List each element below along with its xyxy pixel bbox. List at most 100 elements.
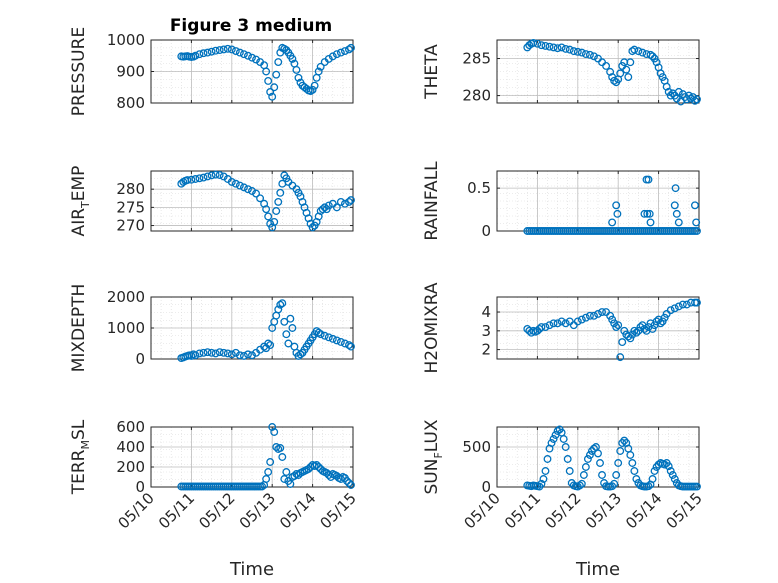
data-point bbox=[557, 43, 566, 52]
data-point bbox=[292, 65, 301, 74]
y-tick-label: 900 bbox=[116, 63, 145, 81]
data-point bbox=[294, 73, 303, 82]
data-point bbox=[626, 334, 635, 343]
data-point bbox=[342, 477, 351, 485]
data-point bbox=[264, 339, 273, 348]
data-point bbox=[670, 201, 679, 210]
data-point bbox=[674, 87, 683, 96]
data-point bbox=[577, 479, 586, 488]
data-point bbox=[632, 475, 641, 483]
data-point bbox=[606, 311, 615, 320]
data-point bbox=[270, 428, 279, 436]
data-point bbox=[314, 328, 323, 337]
data-point bbox=[282, 330, 291, 339]
data-point bbox=[549, 435, 558, 443]
y-axis-label-subscript: T bbox=[79, 201, 92, 209]
data-point bbox=[282, 468, 291, 476]
axes-box bbox=[496, 296, 700, 360]
data-point bbox=[569, 47, 578, 56]
tick-marks bbox=[150, 296, 354, 360]
data-point bbox=[537, 41, 546, 50]
y-tick-label: 0 bbox=[481, 478, 491, 496]
axes-5: 0 1000 2000 MIXDEPTH bbox=[69, 284, 355, 373]
data-point bbox=[223, 44, 232, 53]
data-point bbox=[239, 50, 248, 59]
data-point bbox=[215, 348, 224, 357]
data-point bbox=[666, 467, 675, 475]
data-point bbox=[545, 42, 554, 51]
y-tick-label: 285 bbox=[462, 50, 491, 68]
series-points bbox=[177, 170, 355, 232]
data-point bbox=[239, 183, 248, 192]
data-point bbox=[207, 171, 216, 180]
data-point bbox=[693, 298, 701, 307]
data-point bbox=[203, 48, 212, 57]
y-axis-label: RAINFALL bbox=[422, 161, 442, 241]
data-point bbox=[557, 317, 566, 326]
data-point bbox=[284, 339, 293, 348]
data-point bbox=[581, 50, 590, 59]
y-axis-label: MIXDEPTH bbox=[69, 284, 89, 373]
data-point bbox=[227, 350, 236, 359]
data-point bbox=[656, 319, 665, 328]
series-points bbox=[523, 39, 701, 106]
data-point bbox=[320, 203, 329, 212]
data-point bbox=[248, 187, 256, 195]
y-axis-label-rest: LUX bbox=[422, 419, 442, 452]
y-tick-label: 200 bbox=[116, 458, 145, 476]
data-point bbox=[590, 444, 598, 453]
data-point bbox=[670, 475, 679, 483]
data-point bbox=[640, 209, 649, 218]
data-point bbox=[336, 338, 345, 346]
data-point bbox=[670, 304, 679, 313]
data-point bbox=[616, 353, 625, 362]
y-axis-label: SUNFLUX bbox=[422, 419, 445, 494]
data-point bbox=[590, 311, 598, 320]
data-point bbox=[223, 349, 232, 358]
data-point bbox=[660, 460, 669, 469]
data-point bbox=[272, 443, 281, 451]
figure-title: Figure 3 medium bbox=[170, 16, 332, 36]
data-point bbox=[235, 48, 244, 57]
data-point bbox=[628, 459, 637, 467]
data-point bbox=[648, 52, 657, 61]
axes-box bbox=[496, 426, 700, 488]
data-point bbox=[195, 174, 204, 183]
data-point bbox=[632, 328, 641, 337]
data-point bbox=[340, 339, 349, 348]
data-point bbox=[308, 85, 317, 94]
data-point bbox=[581, 463, 590, 471]
data-point bbox=[191, 51, 200, 60]
data-point bbox=[227, 177, 236, 186]
data-point bbox=[345, 45, 353, 54]
data-point bbox=[541, 323, 550, 332]
data-point bbox=[340, 199, 349, 208]
data-point bbox=[608, 482, 617, 491]
y-tick-label: 280 bbox=[462, 87, 491, 105]
data-point bbox=[219, 348, 228, 357]
data-point bbox=[314, 463, 323, 471]
data-point bbox=[549, 43, 558, 52]
data-point bbox=[620, 436, 629, 445]
data-point bbox=[310, 81, 319, 90]
y-tick-label: 1000 bbox=[107, 319, 145, 337]
data-point bbox=[598, 471, 606, 479]
series-points bbox=[523, 175, 701, 235]
data-point bbox=[594, 449, 602, 458]
data-point bbox=[262, 205, 271, 214]
data-point bbox=[231, 348, 240, 357]
series-points bbox=[177, 299, 355, 363]
data-point bbox=[583, 455, 592, 463]
data-point bbox=[304, 465, 313, 473]
data-point bbox=[674, 218, 683, 227]
data-point bbox=[598, 308, 606, 316]
data-point bbox=[266, 88, 275, 96]
data-point bbox=[227, 45, 236, 54]
data-point bbox=[660, 313, 669, 322]
data-point bbox=[561, 443, 570, 451]
data-point bbox=[610, 319, 619, 328]
series-points bbox=[177, 423, 355, 491]
data-point bbox=[643, 209, 652, 218]
